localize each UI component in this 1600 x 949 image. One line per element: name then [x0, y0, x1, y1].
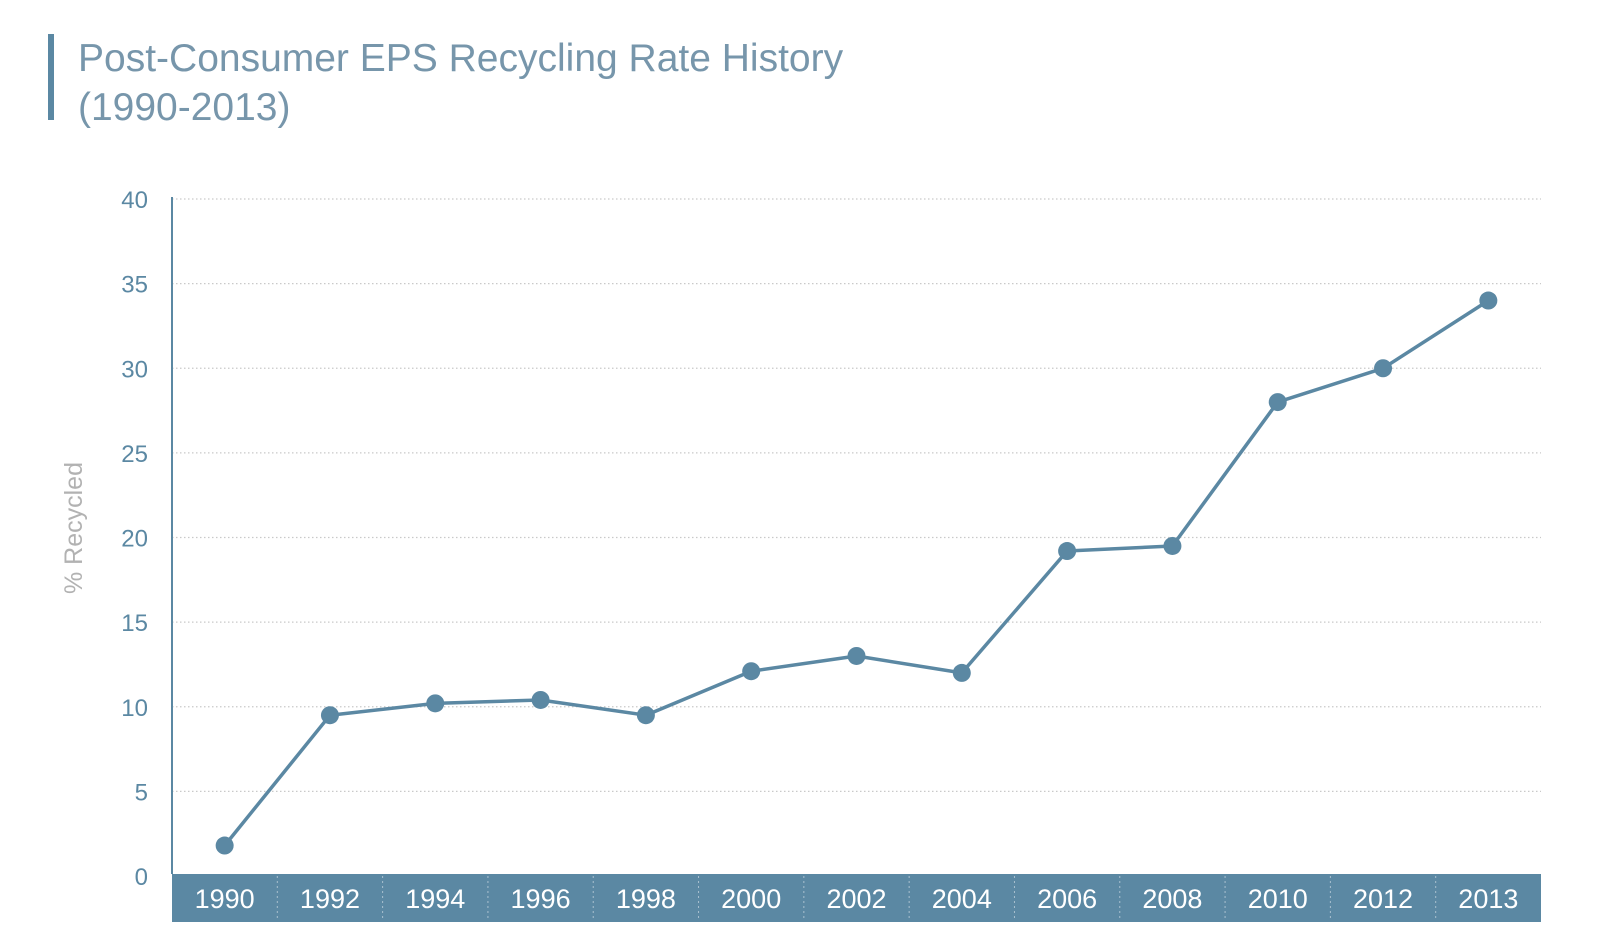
y-tick-label-0: 0: [135, 864, 148, 891]
chart-title-line-1: Post-Consumer EPS Recycling Rate History: [78, 37, 844, 80]
x-tick-label-2013: 2013: [1458, 884, 1518, 914]
x-tick-label-2012: 2012: [1353, 884, 1413, 914]
grid-lines: [172, 198, 1541, 792]
x-tick-label-1996: 1996: [511, 884, 571, 914]
x-tick-label-2002: 2002: [826, 884, 886, 914]
x-tick-label-1992: 1992: [300, 884, 360, 914]
y-tick-label-40: 40: [121, 187, 148, 214]
data-point-2012: [1374, 359, 1393, 378]
data-point-1998: [636, 706, 655, 725]
x-tick-label-2010: 2010: [1248, 884, 1308, 914]
data-point-2002: [847, 646, 866, 665]
data-point-2010: [1268, 393, 1287, 412]
x-tick-label-2008: 2008: [1142, 884, 1202, 914]
x-tick-label-1998: 1998: [616, 884, 676, 914]
y-axis-ticks: 0 5 10 15 20 25 30 35 40: [121, 187, 148, 891]
y-tick-label-25: 25: [121, 441, 148, 468]
x-tick-label-2000: 2000: [721, 884, 781, 914]
chart-title-line-2: (1990-2013): [78, 86, 291, 129]
data-point-1994: [426, 694, 445, 713]
chart-title: Post-Consumer EPS Recycling Rate History…: [48, 34, 844, 129]
y-tick-label-20: 20: [121, 526, 148, 553]
data-point-2000: [742, 662, 761, 681]
y-tick-label-15: 15: [121, 610, 148, 637]
y-tick-label-30: 30: [121, 356, 148, 383]
y-tick-label-10: 10: [121, 695, 148, 722]
data-point-2013: [1479, 291, 1498, 310]
data-point-2004: [952, 663, 971, 682]
x-tick-label-2006: 2006: [1037, 884, 1097, 914]
x-tick-label-2004: 2004: [932, 884, 992, 914]
x-axis-band: 1990 1992 1994 1996 1998 2000 2002 2004 2006 2008…: [172, 874, 1541, 922]
data-point-1996: [531, 690, 550, 709]
series: [215, 291, 1498, 855]
data-point-2006: [1058, 542, 1077, 561]
data-point-2008: [1163, 536, 1182, 555]
x-axis-band-background: [172, 874, 1541, 922]
series-line: [222, 298, 1491, 848]
y-tick-label-35: 35: [121, 272, 148, 299]
data-point-1990: [215, 836, 234, 855]
x-tick-label-1994: 1994: [405, 884, 465, 914]
data-point-1992: [320, 706, 339, 725]
x-tick-label-1990: 1990: [195, 884, 255, 914]
y-tick-label-5: 5: [135, 779, 148, 806]
y-axis-title: % Recycled: [60, 462, 88, 594]
